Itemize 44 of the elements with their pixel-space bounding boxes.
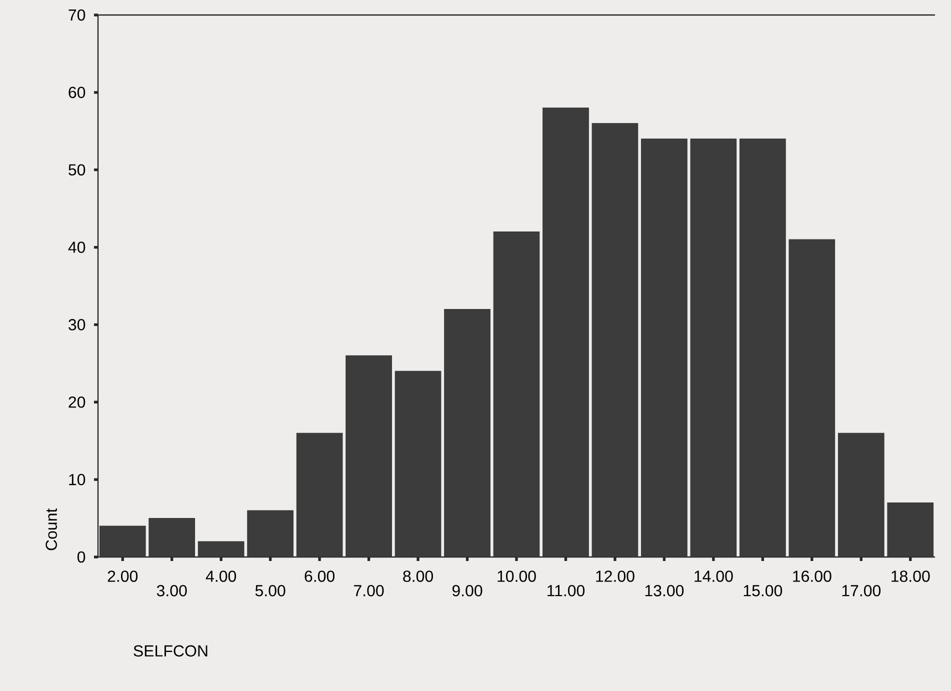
x-tick-label: 4.00 xyxy=(206,570,236,582)
bar xyxy=(394,370,442,557)
x-tick-label: 17.00 xyxy=(842,585,881,596)
bar xyxy=(887,502,934,557)
x-tick-label: 18.00 xyxy=(892,570,930,582)
x-axis-title: SELFCON xyxy=(134,645,208,657)
bar xyxy=(641,138,688,557)
x-tick-label: 11.00 xyxy=(548,585,585,596)
y-axis-title: Count xyxy=(46,508,57,550)
y-tick-label: 20 xyxy=(68,396,86,408)
x-tick-label: 3.00 xyxy=(156,585,187,596)
y-tick-label: 60 xyxy=(68,86,86,98)
bar xyxy=(690,138,737,557)
x-tick-label: 15.00 xyxy=(744,585,782,596)
x-tick-label: 16.00 xyxy=(793,570,832,582)
y-tick-label: 10 xyxy=(69,474,86,486)
x-tick-label: 7.00 xyxy=(354,585,384,596)
y-tick-label: 70 xyxy=(68,9,86,21)
bar xyxy=(99,526,146,557)
x-tick-label: 6.00 xyxy=(304,570,335,582)
bar xyxy=(493,232,540,557)
y-tick-label: 50 xyxy=(68,164,86,176)
bar xyxy=(247,510,294,557)
bar xyxy=(198,541,244,557)
x-tick-label: 12.00 xyxy=(596,570,634,582)
x-tick-label: 13.00 xyxy=(645,585,684,596)
x-tick-label: 9.00 xyxy=(452,585,482,596)
x-tick-label: 10.00 xyxy=(498,570,536,582)
bar xyxy=(296,432,343,557)
bar xyxy=(148,518,196,557)
bar xyxy=(542,108,589,557)
bar xyxy=(788,239,836,557)
x-tick-label: 14.00 xyxy=(694,570,733,582)
y-tick-label: 40 xyxy=(68,242,86,253)
bar xyxy=(740,138,786,557)
bar xyxy=(346,355,392,557)
bar xyxy=(592,123,638,557)
bar xyxy=(444,308,490,557)
y-tick-label: 30 xyxy=(68,319,86,330)
x-tick-label: 8.00 xyxy=(403,570,433,582)
x-tick-label: 5.00 xyxy=(255,585,286,596)
y-tick-label: 0 xyxy=(77,551,86,563)
x-tick-label: 2.00 xyxy=(108,570,138,582)
bar xyxy=(838,432,884,557)
